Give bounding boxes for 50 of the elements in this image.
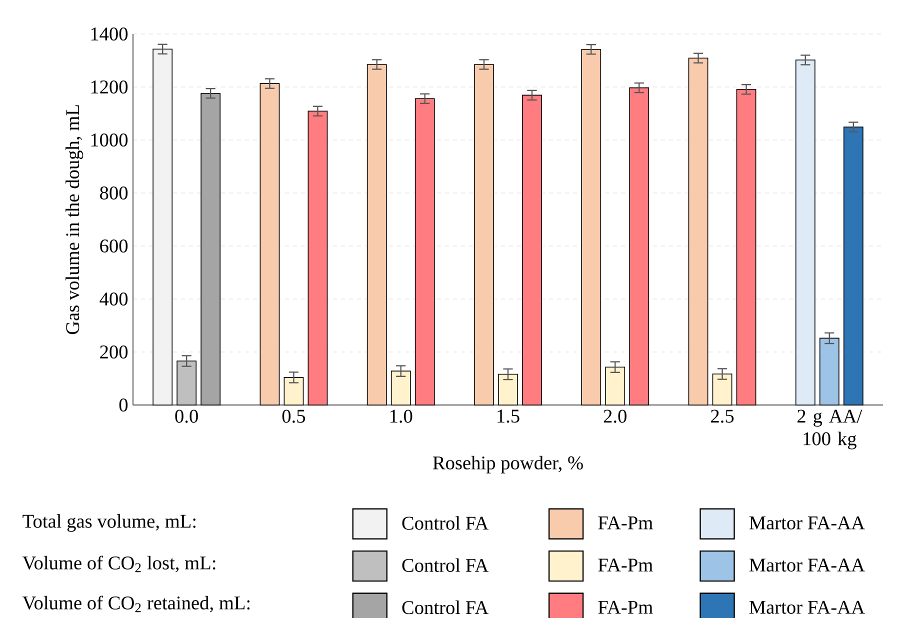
x-tick-label: 2.0 (604, 410, 626, 423)
legend-label: Control FA (402, 600, 489, 614)
x-tick-label: 0.0 (175, 410, 198, 423)
bar (843, 126, 864, 406)
legend-label: Control FA (402, 516, 489, 530)
legend-label: Martor FA-AA (749, 516, 865, 530)
bar (176, 360, 197, 406)
legend-label: Martor FA-AA (749, 600, 865, 614)
bar (736, 88, 756, 406)
x-tick-label: 1.5 (498, 410, 520, 423)
y-tick-label: 0 (119, 398, 128, 412)
bar (795, 60, 816, 406)
bar (474, 64, 494, 406)
legend-label: Control FA (402, 558, 489, 572)
y-tick-label: 600 (100, 239, 128, 253)
bar (522, 94, 542, 406)
bar (366, 64, 387, 406)
legend-label: FA-Pm (598, 600, 653, 614)
bar (390, 370, 411, 406)
y-tick-label: 200 (100, 345, 128, 359)
y-tick-label: 800 (100, 186, 128, 200)
bar (712, 374, 732, 406)
bar (581, 48, 602, 406)
bar (605, 366, 626, 406)
text: Volume of CO$_{2}$ lost, mL: (22, 556, 216, 572)
bar (284, 377, 304, 406)
bar (308, 110, 328, 406)
bar (414, 98, 435, 406)
text: Volume of CO$_{2}$ retained, mL: (22, 596, 250, 612)
x-tick-label: 2 g AA/ 100 kg (798, 410, 862, 450)
x-axis-title: Rosehip powder, % (432, 456, 583, 474)
bar (819, 338, 840, 406)
y-tick-label: 1400 (91, 27, 128, 41)
bar (260, 83, 280, 406)
bar (688, 58, 708, 406)
bar (629, 87, 650, 406)
y-tick-label: 1200 (91, 80, 128, 94)
text: Total gas volume, mL: (22, 514, 196, 532)
x-tick-label: 1.0 (390, 410, 412, 423)
y-tick-label: 400 (100, 292, 128, 306)
legend-label: FA-Pm (598, 516, 653, 530)
legend-label: FA-Pm (598, 558, 653, 572)
bar (498, 374, 518, 406)
bar (152, 48, 173, 406)
x-tick-label: 2.5 (711, 410, 734, 423)
y-tick-label: 1000 (91, 133, 128, 147)
bar (200, 92, 221, 406)
x-tick-label: 0.5 (282, 410, 306, 423)
y-axis-title: Gas volume in the dough, mL (66, 105, 84, 334)
legend-label: Martor FA-AA (749, 558, 865, 572)
